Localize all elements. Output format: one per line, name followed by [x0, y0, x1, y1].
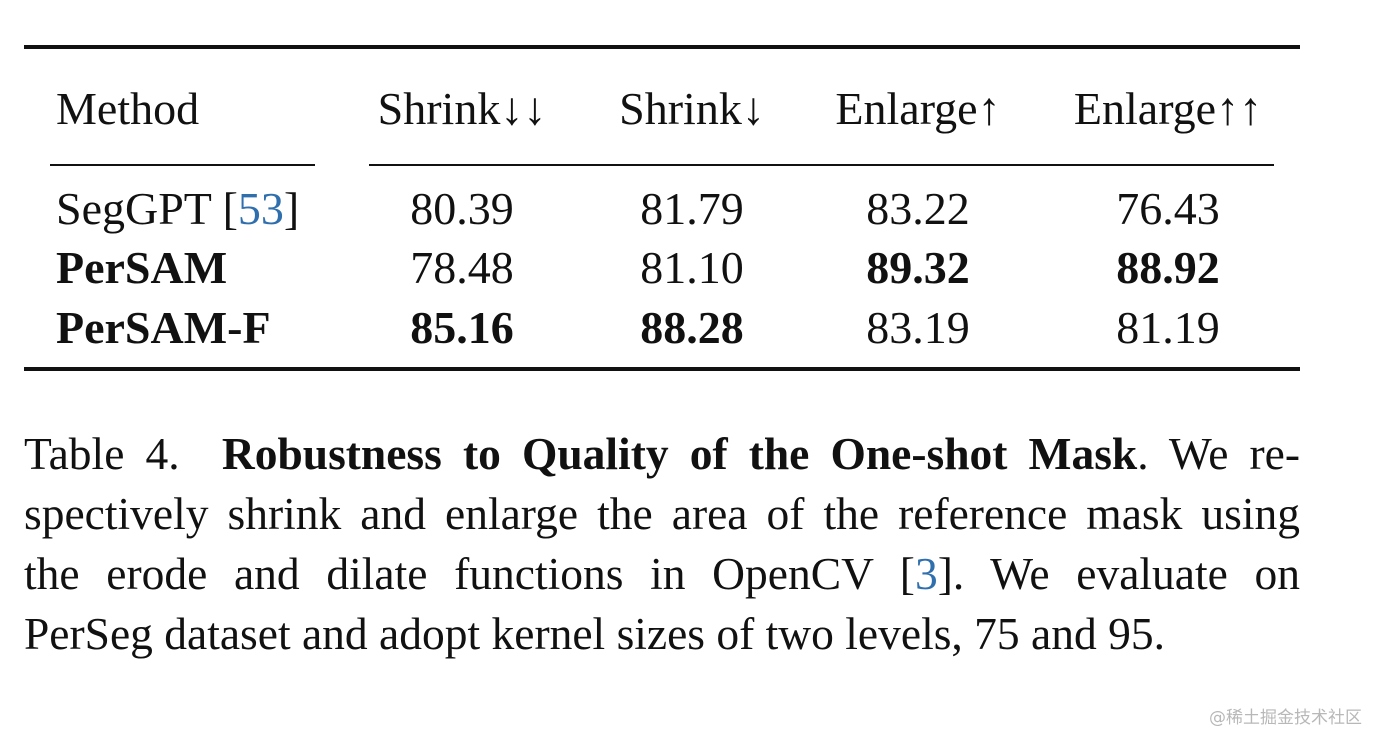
caption-line3-pre: the erode and dilate functions in OpenCV… [24, 548, 915, 599]
caption-title: Robustness to Quality of the One-shot Ma… [221, 428, 1138, 479]
table-cell-best: 89.32 [866, 242, 970, 293]
table-top-rule [24, 45, 1300, 49]
table-cell-best: 88.92 [1116, 242, 1220, 293]
table-cell: 76.43 [1116, 183, 1220, 234]
caption-line-3: the erode and dilate functions in OpenCV… [24, 544, 1300, 604]
caption-line-1: Table 4. Robustness to Quality of the On… [24, 424, 1300, 484]
caption-line-2: spectively shrink and enlarge the area o… [24, 488, 1300, 539]
table-caption: Table 4. Robustness to Quality of the On… [24, 424, 1300, 664]
caption-line3-post: ]. We evaluate on [937, 548, 1300, 599]
table-mid-rule-right [369, 164, 1274, 166]
table-cell-best: 85.16 [410, 302, 514, 353]
table-cell: 80.39 [410, 183, 514, 234]
caption-label: Table 4. [24, 428, 180, 479]
header-enlarge-2: Enlarge↑↑ [1073, 83, 1263, 134]
table-cell: 81.79 [640, 183, 744, 234]
header-shrink-1: Shrink↓ [619, 83, 765, 134]
table-cell: 81.19 [1116, 302, 1220, 353]
caption-line-4: PerSeg dataset and adopt kernel sizes of… [24, 608, 1165, 659]
table-cell-best: 88.28 [640, 302, 744, 353]
caption-line1-rest: . We re- [1137, 428, 1300, 479]
table-row-persam-method: PerSAM [56, 242, 228, 293]
table-cell: 78.48 [410, 242, 514, 293]
table-mid-rule-left [50, 164, 315, 166]
table-cell: 83.22 [866, 183, 970, 234]
table-cell: 83.19 [866, 302, 970, 353]
header-enlarge-1: Enlarge↑ [835, 83, 1001, 134]
header-shrink-2: Shrink↓↓ [377, 83, 547, 134]
method-name: SegGPT [ [56, 183, 238, 234]
table-cell: 81.10 [640, 242, 744, 293]
watermark: @稀土掘金技术社区 [1209, 708, 1362, 728]
method-name-end: ] [283, 183, 300, 234]
table-row-persam-f-method: PerSAM-F [56, 302, 271, 353]
citation-link[interactable]: 3 [914, 548, 938, 599]
citation-link[interactable]: 53 [237, 183, 284, 234]
table-row-seggpt-method: SegGPT [53] [56, 186, 299, 232]
table-bottom-rule [24, 367, 1300, 371]
header-method: Method [56, 83, 200, 134]
